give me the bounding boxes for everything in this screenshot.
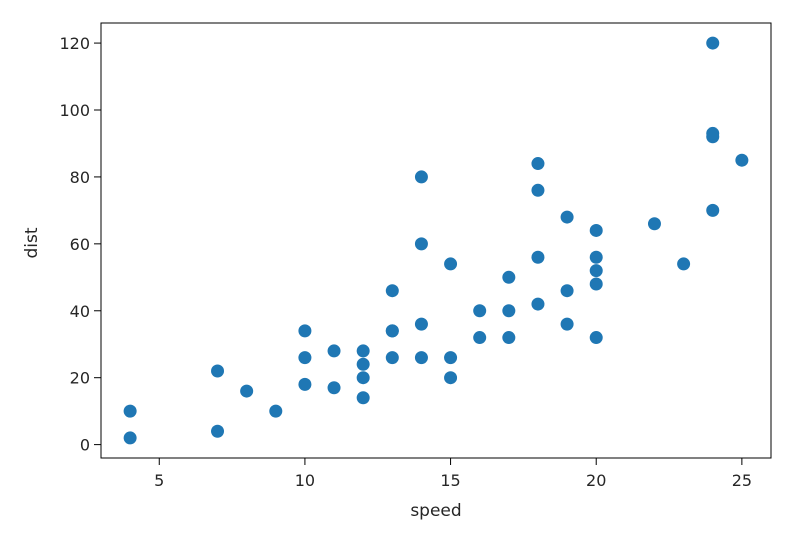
data-point (356, 391, 370, 405)
data-point (589, 264, 603, 278)
data-point (385, 324, 399, 338)
y-axis: 0 20 40 60 80 100 120 (59, 34, 101, 455)
data-points (123, 36, 749, 445)
data-point (647, 217, 661, 231)
data-point (531, 297, 545, 311)
data-point (298, 324, 312, 338)
data-point (356, 357, 370, 371)
y-tick-label: 0 (80, 436, 90, 455)
data-point (589, 223, 603, 237)
y-axis-label: dist (22, 227, 42, 258)
data-point (240, 384, 254, 398)
data-point (560, 210, 574, 224)
data-point (414, 317, 428, 331)
y-tick-label: 20 (70, 369, 90, 388)
data-point (211, 364, 225, 378)
data-point (414, 237, 428, 251)
data-point (502, 331, 516, 345)
data-point (123, 404, 137, 418)
data-point (298, 377, 312, 391)
data-point (269, 404, 283, 418)
data-point (531, 183, 545, 197)
data-point (735, 153, 749, 167)
data-point (560, 284, 574, 298)
data-point (531, 250, 545, 264)
y-tick-label: 100 (59, 101, 90, 120)
x-tick-label: 20 (586, 471, 606, 490)
x-axis: 5 10 15 20 25 (154, 458, 752, 490)
data-point (444, 371, 458, 385)
y-tick-label: 60 (70, 235, 90, 254)
data-point (706, 36, 720, 50)
data-point (298, 351, 312, 365)
data-point (327, 381, 341, 395)
data-point (473, 304, 487, 318)
data-point (589, 277, 603, 291)
data-point (677, 257, 691, 271)
data-point (560, 317, 574, 331)
data-point (385, 351, 399, 365)
data-point (356, 371, 370, 385)
data-point (706, 203, 720, 217)
data-point (473, 331, 487, 345)
y-tick-label: 40 (70, 302, 90, 321)
data-point (356, 344, 370, 358)
data-point (211, 424, 225, 438)
data-point (414, 170, 428, 184)
data-point (589, 331, 603, 345)
x-tick-label: 15 (440, 471, 460, 490)
x-tick-label: 10 (295, 471, 315, 490)
data-point (502, 270, 516, 284)
data-point (502, 304, 516, 318)
x-tick-label: 25 (732, 471, 752, 490)
data-point (531, 157, 545, 171)
data-point (414, 351, 428, 365)
data-point (385, 284, 399, 298)
data-point (589, 250, 603, 264)
y-tick-label: 120 (59, 34, 90, 53)
y-tick-label: 80 (70, 168, 90, 187)
plot-frame (100, 22, 772, 459)
data-point (123, 431, 137, 445)
x-axis-label: speed (410, 501, 461, 521)
data-point (706, 126, 720, 140)
data-point (444, 351, 458, 365)
data-point (327, 344, 341, 358)
data-point (444, 257, 458, 271)
x-tick-label: 5 (154, 471, 164, 490)
